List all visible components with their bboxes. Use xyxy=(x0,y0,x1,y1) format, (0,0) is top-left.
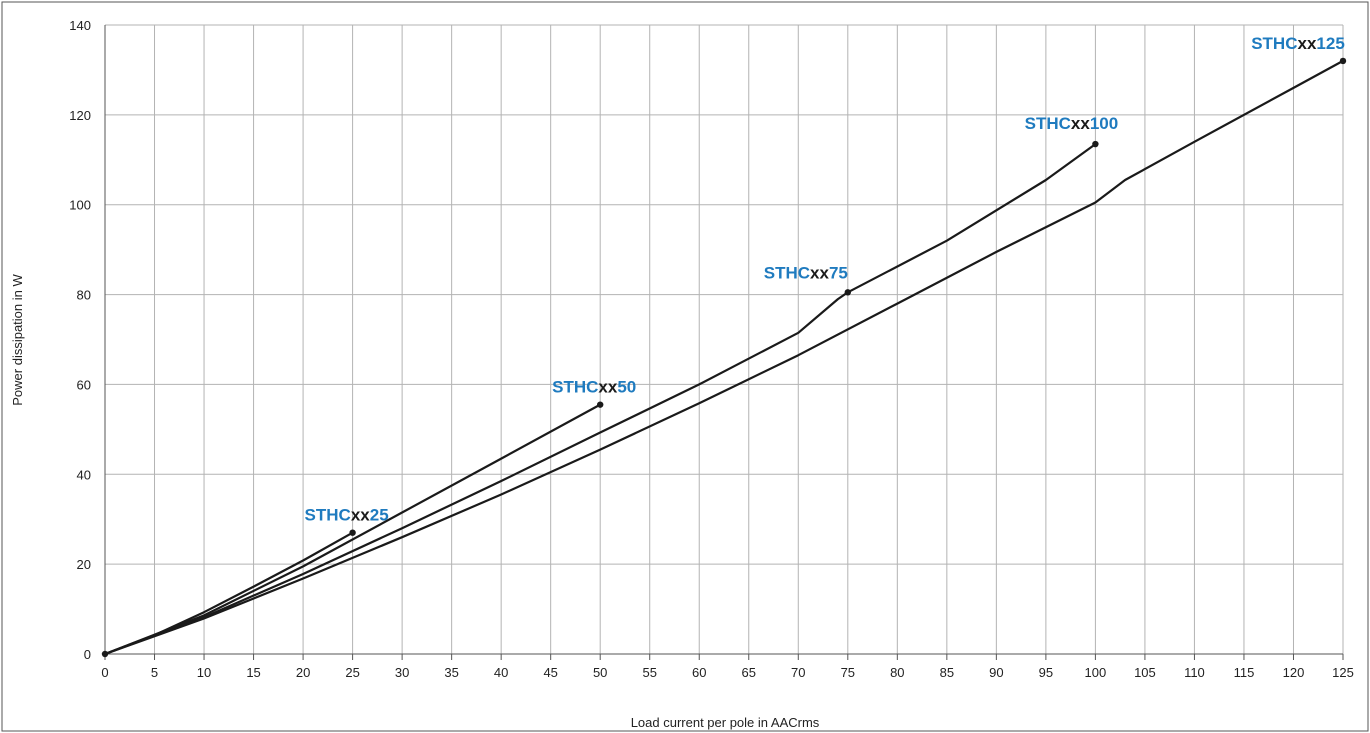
y-tick-labels: 0 20 40 60 80 100 120 140 xyxy=(69,18,91,662)
x-axis-label: Load current per pole in AACrms xyxy=(631,715,820,730)
x-tick-label: 40 xyxy=(494,665,508,680)
series-label: STHCxx50 xyxy=(552,378,636,397)
y-tick-label: 60 xyxy=(77,377,91,392)
x-tick-label: 105 xyxy=(1134,665,1156,680)
series-label-part: 100 xyxy=(1090,114,1118,133)
series-end-point xyxy=(597,401,604,408)
series-label-part: STHC xyxy=(305,506,351,525)
series-label-part: STHC xyxy=(552,378,598,397)
x-tick-label: 110 xyxy=(1184,665,1205,680)
series-label-part: 125 xyxy=(1316,34,1344,53)
series-end-point xyxy=(1092,140,1099,148)
x-tick-label: 70 xyxy=(791,665,805,680)
series-lines xyxy=(101,57,1347,658)
x-tick-label: 85 xyxy=(940,665,954,680)
series-label-part: 50 xyxy=(617,378,636,397)
x-tick-label: 75 xyxy=(841,665,855,680)
series-line xyxy=(847,143,1097,294)
y-tick-label: 80 xyxy=(77,288,91,303)
y-tick-label: 40 xyxy=(77,467,91,482)
series-label-part: STHC xyxy=(1251,34,1297,53)
x-tick-label: 90 xyxy=(989,665,1003,680)
series-line xyxy=(104,403,601,656)
series-label-part: STHC xyxy=(764,263,810,282)
x-tick-label: 50 xyxy=(593,665,607,680)
y-tick-label: 120 xyxy=(69,108,91,123)
x-tick-label: 125 xyxy=(1332,665,1354,680)
series-end-point xyxy=(349,529,356,536)
y-tick-label: 140 xyxy=(69,18,91,33)
series-end-point xyxy=(1339,57,1347,65)
series-label: STHCxx125 xyxy=(1251,34,1345,53)
series-label-part: 75 xyxy=(829,263,848,282)
grid xyxy=(104,24,1344,655)
x-tick-label: 100 xyxy=(1085,665,1107,680)
x-tick-label: 0 xyxy=(101,665,108,680)
y-tick-label: 100 xyxy=(69,198,91,213)
series-label: STHCxx75 xyxy=(764,263,848,282)
x-tick-label: 120 xyxy=(1283,665,1305,680)
axes xyxy=(104,25,1344,660)
x-tick-label: 15 xyxy=(246,665,260,680)
x-tick-label: 115 xyxy=(1234,665,1255,680)
series-labels: STHCxx25STHCxx50STHCxx75STHCxx100STHCxx1… xyxy=(305,34,1345,525)
x-tick-labels: 0 5 10 15 20 25 30 35 40 45 50 55 60 65 70 75 80 85 90 95 10… xyxy=(101,665,1353,680)
series-label-part: xx xyxy=(810,263,829,282)
x-tick-label: 10 xyxy=(197,665,211,680)
y-axis-label: Power dissipation in W xyxy=(10,274,25,406)
x-tick-label: 55 xyxy=(642,665,656,680)
series-label-part: 25 xyxy=(370,506,389,525)
series-label: STHCxx100 xyxy=(1025,114,1119,133)
series-label-part: xx xyxy=(351,506,370,525)
x-tick-label: 30 xyxy=(395,665,409,680)
series-line xyxy=(104,59,1344,656)
series-line xyxy=(104,291,849,656)
x-tick-label: 95 xyxy=(1039,665,1053,680)
x-tick-label: 25 xyxy=(345,665,359,680)
x-tick-label: 35 xyxy=(444,665,458,680)
series-label-part: xx xyxy=(1297,34,1316,53)
series-label: STHCxx25 xyxy=(305,506,389,525)
x-tick-label: 80 xyxy=(890,665,904,680)
x-tick-label: 65 xyxy=(742,665,756,680)
series-line xyxy=(104,531,354,656)
y-tick-label: 20 xyxy=(77,557,91,572)
series-label-part: STHC xyxy=(1025,114,1071,133)
x-tick-label: 45 xyxy=(543,665,557,680)
x-tick-label: 60 xyxy=(692,665,706,680)
y-tick-label: 0 xyxy=(84,647,91,662)
series-label-part: xx xyxy=(598,378,617,397)
x-tick-label: 5 xyxy=(151,665,158,680)
series-label-part: xx xyxy=(1071,114,1090,133)
x-tick-label: 20 xyxy=(296,665,310,680)
